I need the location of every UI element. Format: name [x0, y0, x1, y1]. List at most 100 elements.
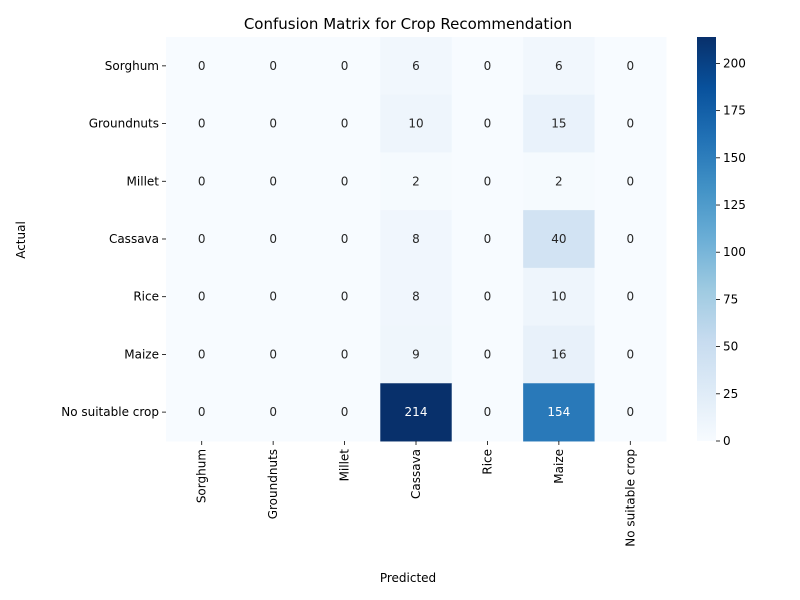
cell-value-label: 154 — [547, 405, 570, 419]
cell-value-label: 0 — [198, 290, 206, 304]
heatmap-cell — [237, 325, 310, 384]
x-tick-label: Maize — [552, 449, 566, 484]
heatmap-cell — [166, 37, 238, 96]
heatmap-cell — [523, 325, 596, 384]
heatmap-cell — [451, 152, 524, 211]
y-tick-label: Groundnuts — [89, 117, 159, 131]
cell-value-label: 0 — [626, 117, 634, 131]
heatmap-cell — [594, 94, 667, 153]
heatmap-cell — [308, 325, 381, 384]
heatmap-cell — [380, 37, 453, 96]
heatmap-cell — [166, 325, 238, 384]
heatmap-cell — [380, 383, 453, 442]
cell-value-label: 0 — [198, 59, 206, 73]
cell-value-label: 0 — [269, 232, 277, 246]
cell-value-label: 2 — [555, 174, 563, 188]
cell-value-label: 8 — [412, 290, 420, 304]
cell-value-label: 0 — [198, 347, 206, 361]
heatmap-cell — [166, 152, 238, 211]
cell-value-label: 0 — [198, 405, 206, 419]
cell-value-label: 8 — [412, 232, 420, 246]
cell-value-label: 40 — [551, 232, 566, 246]
heatmap-cell — [594, 210, 667, 269]
cell-value-label: 0 — [626, 405, 634, 419]
heatmap-cell — [237, 94, 310, 153]
heatmap-cell — [308, 94, 381, 153]
heatmap-cell — [594, 325, 667, 384]
heatmap-cell — [237, 267, 310, 327]
heatmap-cell — [308, 37, 381, 96]
heatmap-cell — [237, 37, 310, 96]
x-tick-label: Millet — [338, 449, 352, 482]
colorbar-tick-label: 200 — [723, 56, 746, 70]
heatmap-cell — [451, 37, 524, 96]
cell-value-label: 10 — [551, 290, 566, 304]
heatmap-cell — [594, 267, 667, 327]
heatmap-cell — [451, 267, 524, 327]
cell-value-label: 214 — [405, 405, 428, 419]
colorbar-tick-label: 25 — [723, 387, 738, 401]
heatmap-cell — [523, 37, 596, 96]
cell-value-label: 0 — [198, 117, 206, 131]
cell-value-label: 0 — [626, 59, 634, 73]
heatmap-cell — [380, 325, 453, 384]
colorbar-gradient — [697, 37, 716, 441]
heatmap-cell — [451, 325, 524, 384]
y-tick-labels: Sorghum Groundnuts Millet Cassava Rice Maize N… — [61, 59, 166, 419]
cell-value-label: 0 — [198, 232, 206, 246]
colorbar-tick-label: 0 — [723, 434, 731, 448]
heatmap-cell — [237, 210, 310, 269]
heatmap-cell — [166, 267, 238, 327]
heatmap-cell — [166, 210, 238, 269]
x-tick-labels: Sorghum Groundnuts Millet Cassava Rice Maize N… — [195, 440, 637, 547]
cell-value-label: 0 — [626, 290, 634, 304]
cell-value-label: 2 — [412, 174, 420, 188]
x-tick-label: Sorghum — [195, 449, 209, 503]
cell-value-label: 0 — [484, 290, 492, 304]
cell-value-label: 0 — [341, 59, 349, 73]
colorbar-tick-label: 175 — [723, 104, 746, 118]
y-tick-label: Millet — [127, 174, 160, 188]
cell-value-label: 0 — [341, 117, 349, 131]
cell-value-label: 0 — [341, 347, 349, 361]
heatmap-cell — [451, 94, 524, 153]
heatmap-cell — [308, 210, 381, 269]
colorbar-tick-label: 75 — [723, 292, 738, 306]
y-tick-label: Sorghum — [105, 59, 159, 73]
heatmap-cell — [308, 267, 381, 327]
heatmap-cell — [166, 383, 238, 442]
cell-value-label: 0 — [484, 405, 492, 419]
heatmap-cell — [237, 152, 310, 211]
cell-value-label: 0 — [341, 290, 349, 304]
heatmap-cell — [380, 152, 453, 211]
cell-value-label: 0 — [484, 117, 492, 131]
heatmap-cell — [308, 383, 381, 442]
cell-value-label: 0 — [484, 59, 492, 73]
y-tick-label: Maize — [124, 347, 159, 361]
heatmap-cell — [237, 383, 310, 442]
cell-value-label: 0 — [626, 347, 634, 361]
colorbar: 0 25 50 75 100 125 150 175 200 — [697, 37, 746, 448]
x-tick-label: Rice — [480, 449, 494, 475]
heatmap-cell — [308, 152, 381, 211]
y-tick-label: Rice — [133, 290, 159, 304]
cell-value-label: 10 — [408, 117, 423, 131]
cell-value-label: 9 — [412, 347, 420, 361]
x-axis-label: Predicted — [380, 571, 436, 585]
cell-value-label: 6 — [555, 59, 563, 73]
heatmap-cell — [380, 267, 453, 327]
y-tick-label: No suitable crop — [61, 405, 159, 419]
heatmap-grid: 0 0 0 6 0 6 00 0 0 10 0 15 00 0 0 2 0 2 00 0 0 8 0 40 00 0 0 8 0 10 00… — [166, 37, 667, 442]
colorbar-tick-label: 50 — [723, 340, 738, 354]
heatmap-cell — [523, 94, 596, 153]
cell-value-label: 0 — [626, 174, 634, 188]
chart-title: Confusion Matrix for Crop Recommendation — [244, 15, 572, 33]
cell-value-label: 0 — [198, 174, 206, 188]
cell-value-label: 0 — [626, 232, 634, 246]
cell-value-label: 0 — [341, 232, 349, 246]
cell-value-label: 6 — [412, 59, 420, 73]
y-axis-label: Actual — [14, 221, 28, 259]
colorbar-tick-label: 150 — [723, 151, 746, 165]
heatmap-cell — [451, 210, 524, 269]
heatmap-cell — [594, 152, 667, 211]
